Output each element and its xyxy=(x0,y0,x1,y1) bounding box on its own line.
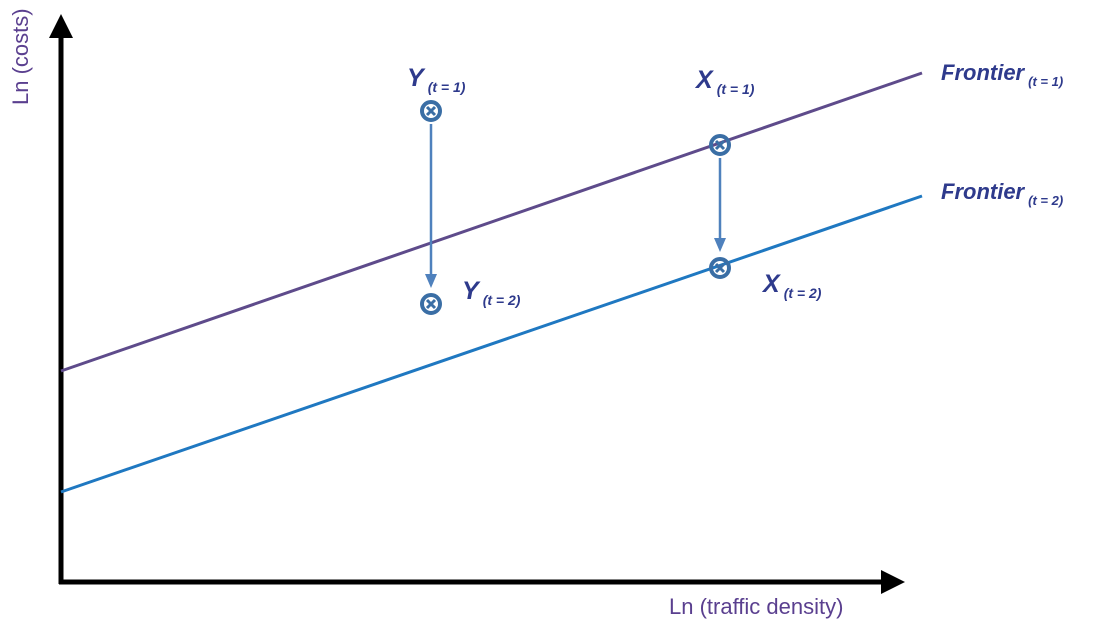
marker-x-t2 xyxy=(709,257,731,279)
label-x-t1-name: X xyxy=(696,66,713,94)
label-y-t2: Y (t = 2) xyxy=(462,277,521,308)
label-y-t1-subscript: (t = 1) xyxy=(427,79,466,95)
label-x-t1: X (t = 1) xyxy=(696,66,755,97)
x-axis-arrowhead xyxy=(881,570,905,594)
frontier-t2-line xyxy=(60,194,923,494)
label-y-t1-name: Y xyxy=(407,64,424,92)
frontier-t2-label-subscript: (t = 2) xyxy=(1028,193,1064,208)
shift-arrow-y-head xyxy=(425,274,437,288)
y-axis-arrowhead xyxy=(49,14,73,38)
frontier-t2-label: Frontier (t = 2) xyxy=(941,179,1064,208)
shift-arrow-x-head xyxy=(714,238,726,252)
label-y-t2-subscript: (t = 2) xyxy=(482,292,521,308)
frontier-t1-label-name: Frontier xyxy=(941,60,1025,85)
x-axis-label: Ln (traffic density) xyxy=(669,594,844,619)
label-x-t2: X (t = 2) xyxy=(763,270,822,301)
y-axis-label: Ln (costs) xyxy=(8,8,33,105)
frontier-t1-label: Frontier (t = 1) xyxy=(941,60,1064,89)
marker-y-t2 xyxy=(420,293,442,315)
label-x-t1-subscript: (t = 1) xyxy=(716,81,755,97)
marker-y-t1 xyxy=(420,100,442,122)
label-y-t1: Y (t = 1) xyxy=(407,64,466,95)
marker-x-t1 xyxy=(709,134,731,156)
frontier-t1-label-subscript: (t = 1) xyxy=(1028,74,1064,89)
frontier-t1-line xyxy=(60,71,923,373)
frontier-t2-label-name: Frontier xyxy=(941,179,1025,204)
label-x-t2-name: X xyxy=(763,270,780,298)
label-y-t2-name: Y xyxy=(462,277,479,305)
label-x-t2-subscript: (t = 2) xyxy=(783,285,822,301)
